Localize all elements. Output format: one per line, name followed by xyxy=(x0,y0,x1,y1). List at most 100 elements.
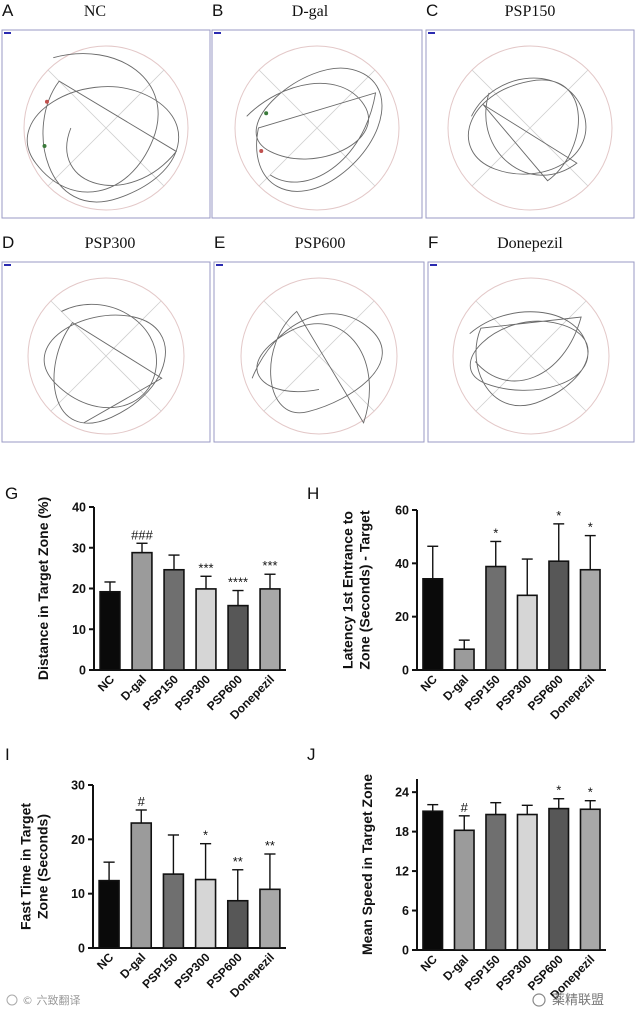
bar-d-gal xyxy=(130,822,153,949)
track-corner-marker xyxy=(430,264,437,266)
y-tick-label: 10 xyxy=(71,887,85,901)
swim-path xyxy=(469,311,589,407)
y-tick-label: 6 xyxy=(402,904,409,918)
track-frame xyxy=(1,261,211,443)
y-tick-label: 0 xyxy=(79,664,86,678)
pool-circle xyxy=(27,277,185,435)
bar-psp300 xyxy=(516,813,538,951)
y-tick-label: 24 xyxy=(395,786,409,800)
bar-nc xyxy=(98,879,120,949)
y-tick-label: 20 xyxy=(71,833,85,847)
significance-label: * xyxy=(588,520,593,535)
significance-label: * xyxy=(588,785,593,800)
bar-nc xyxy=(422,577,444,671)
y-tick-label: 0 xyxy=(402,944,409,958)
bar-donepezil xyxy=(259,888,281,949)
significance-label: * xyxy=(203,828,208,843)
y-tick-label: 30 xyxy=(71,779,85,793)
bar-psp300 xyxy=(195,588,217,671)
quadrant-line xyxy=(47,69,165,187)
panel-letter: I xyxy=(5,745,10,764)
track-frame xyxy=(1,29,211,219)
y-axis-label: Fast Time in TargetZone (Seconds) xyxy=(18,803,51,930)
y-tick-label: 20 xyxy=(395,610,409,624)
significance-label: ### xyxy=(131,527,153,542)
significance-label: # xyxy=(461,800,469,815)
bar-psp150 xyxy=(162,873,185,949)
panel-letter: H xyxy=(307,484,319,503)
bar-chart-panel-i: I 0 10 20 30 Fast Time in TargetZone (Seconds… xyxy=(5,745,286,1000)
quadrant-line xyxy=(475,300,587,412)
track-panel-title: D-gal xyxy=(292,3,329,20)
bar-donepezil xyxy=(579,568,601,671)
track-frame xyxy=(213,261,425,443)
track-corner-marker xyxy=(4,32,11,34)
bar-d-gal xyxy=(453,648,475,671)
significance-label: * xyxy=(493,525,498,540)
track-corner-marker xyxy=(4,264,11,266)
track-corner-marker xyxy=(216,264,223,266)
swim-path xyxy=(251,310,383,424)
track-panel-c: C PSP150 xyxy=(425,1,635,219)
panel-letter: D xyxy=(2,233,14,252)
y-tick-label: 20 xyxy=(72,582,86,596)
pool-circle xyxy=(23,45,189,211)
swim-track-panels: A NC B D-gal C PSP150 D PSP300 E PSP600 F Donepezil xyxy=(1,1,635,443)
significance-label: **** xyxy=(228,575,248,590)
bar-chart-panel-h: H 0 20 40 60 Latency 1st Entrance toZone (Sec… xyxy=(307,484,606,722)
track-panel-title: PSP150 xyxy=(505,3,556,20)
pool-circle xyxy=(452,277,610,435)
watermark-left-icon xyxy=(6,994,18,1006)
watermark-left-text: © 六致翻译 xyxy=(22,993,81,1007)
significance-label: ** xyxy=(265,838,275,853)
track-panel-a: A NC xyxy=(1,1,211,219)
bar-psp600 xyxy=(226,899,249,949)
panel-letter: E xyxy=(214,233,225,252)
x-tick-label: NC xyxy=(94,950,116,972)
track-panel-d: D PSP300 xyxy=(1,233,211,443)
track-panel-e: E PSP600 xyxy=(213,233,425,443)
pool-circle xyxy=(240,277,398,435)
start-point-marker xyxy=(259,148,264,153)
track-corner-marker xyxy=(214,32,221,34)
bar-psp300 xyxy=(194,878,217,949)
y-tick-label: 18 xyxy=(395,825,409,839)
significance-label: * xyxy=(556,783,561,798)
y-tick-label: 12 xyxy=(395,865,409,879)
track-panel-title: PSP300 xyxy=(85,235,136,252)
significance-label: ** xyxy=(233,854,243,869)
watermark-layer: © 六致翻译 薬精联盟 xyxy=(6,993,604,1008)
x-tick-label: NC xyxy=(95,672,117,694)
bar-psp600 xyxy=(227,604,249,671)
x-tick-label: NC xyxy=(418,952,440,974)
bar-d-gal xyxy=(453,829,475,951)
x-tick-label: NC xyxy=(418,672,440,694)
significance-label: *** xyxy=(262,558,277,573)
panel-letter: A xyxy=(2,1,14,20)
bar-nc xyxy=(99,590,121,671)
end-point-marker xyxy=(42,144,47,149)
watermark-right-icon xyxy=(532,993,546,1007)
significance-label: *** xyxy=(198,560,213,575)
start-point-marker xyxy=(44,99,49,104)
track-panel-f: F Donepezil xyxy=(427,233,635,443)
y-tick-label: 40 xyxy=(72,501,86,515)
panel-letter: C xyxy=(426,1,438,20)
y-tick-label: 40 xyxy=(395,557,409,571)
track-panel-title: Donepezil xyxy=(497,235,563,252)
bar-psp150 xyxy=(485,565,507,671)
swim-path xyxy=(468,77,587,182)
track-corner-marker xyxy=(428,32,435,34)
bar-psp600 xyxy=(548,560,570,671)
y-tick-label: 10 xyxy=(72,623,86,637)
end-point-marker xyxy=(264,111,269,116)
pool-circle xyxy=(447,45,613,211)
track-frame xyxy=(211,29,423,219)
y-tick-label: 0 xyxy=(402,664,409,678)
y-axis-label: Mean Speed in Target Zone xyxy=(359,774,375,955)
quadrant-line xyxy=(50,300,162,412)
track-frame xyxy=(427,261,635,443)
track-panel-title: NC xyxy=(84,3,106,20)
bar-psp600 xyxy=(548,807,570,951)
